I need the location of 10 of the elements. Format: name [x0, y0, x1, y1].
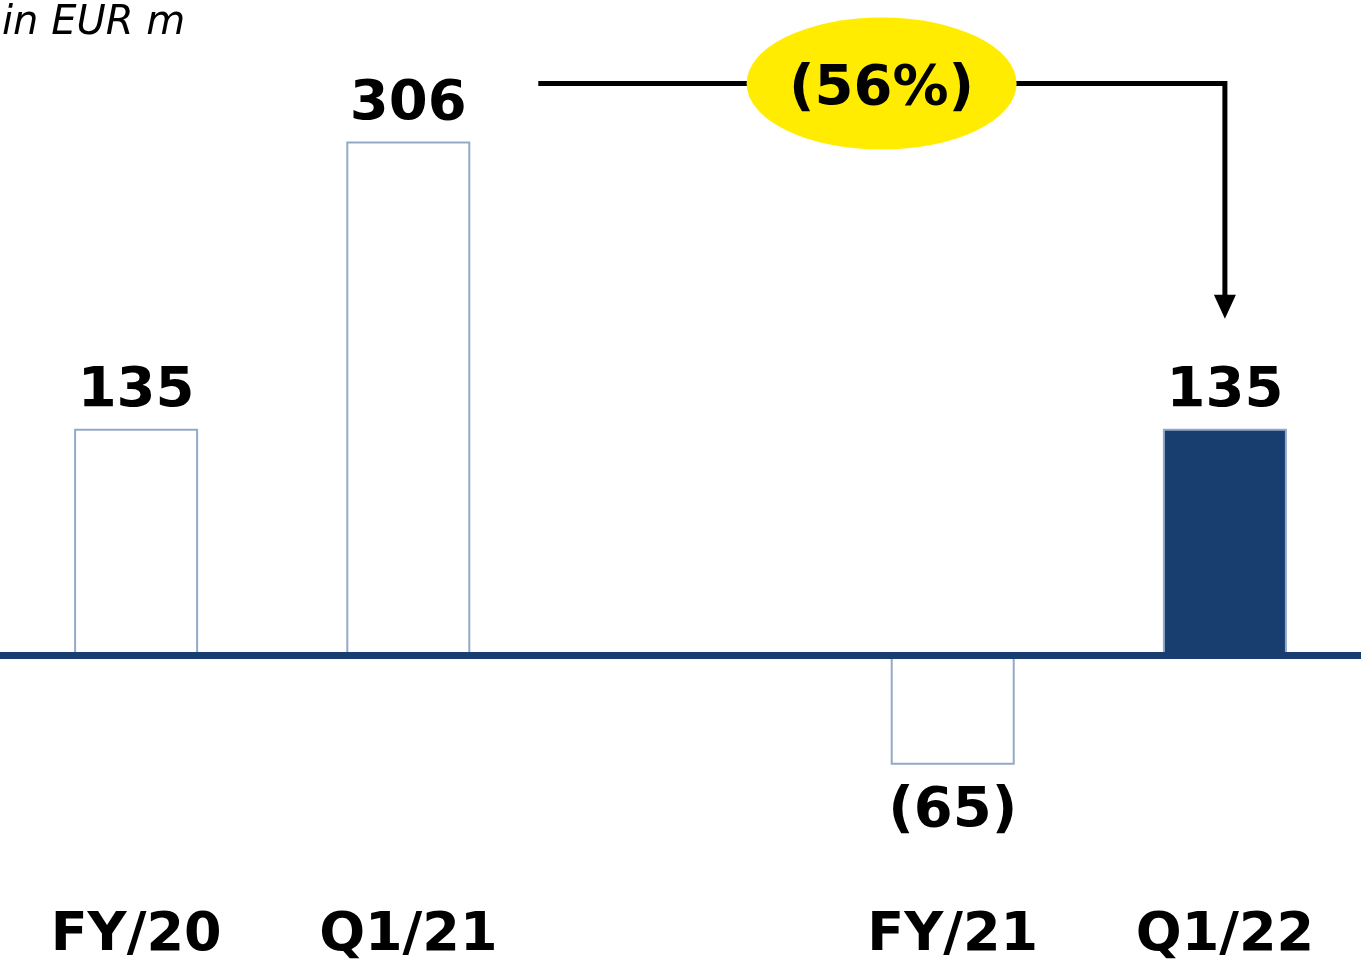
x-tick-label: FY/20 [50, 899, 222, 962]
x-tick-label: Q1/22 [1135, 899, 1315, 962]
data-label: 306 [349, 67, 467, 133]
data-label: 135 [77, 354, 195, 420]
x-tick-label: FY/21 [867, 899, 1039, 962]
data-label: (65) [888, 774, 1018, 840]
y-axis-title: in EUR m [2, 0, 186, 43]
text: (56%) [788, 51, 975, 117]
x-tick-label: Q1/21 [319, 899, 498, 962]
data-label: 135 [1166, 354, 1284, 420]
